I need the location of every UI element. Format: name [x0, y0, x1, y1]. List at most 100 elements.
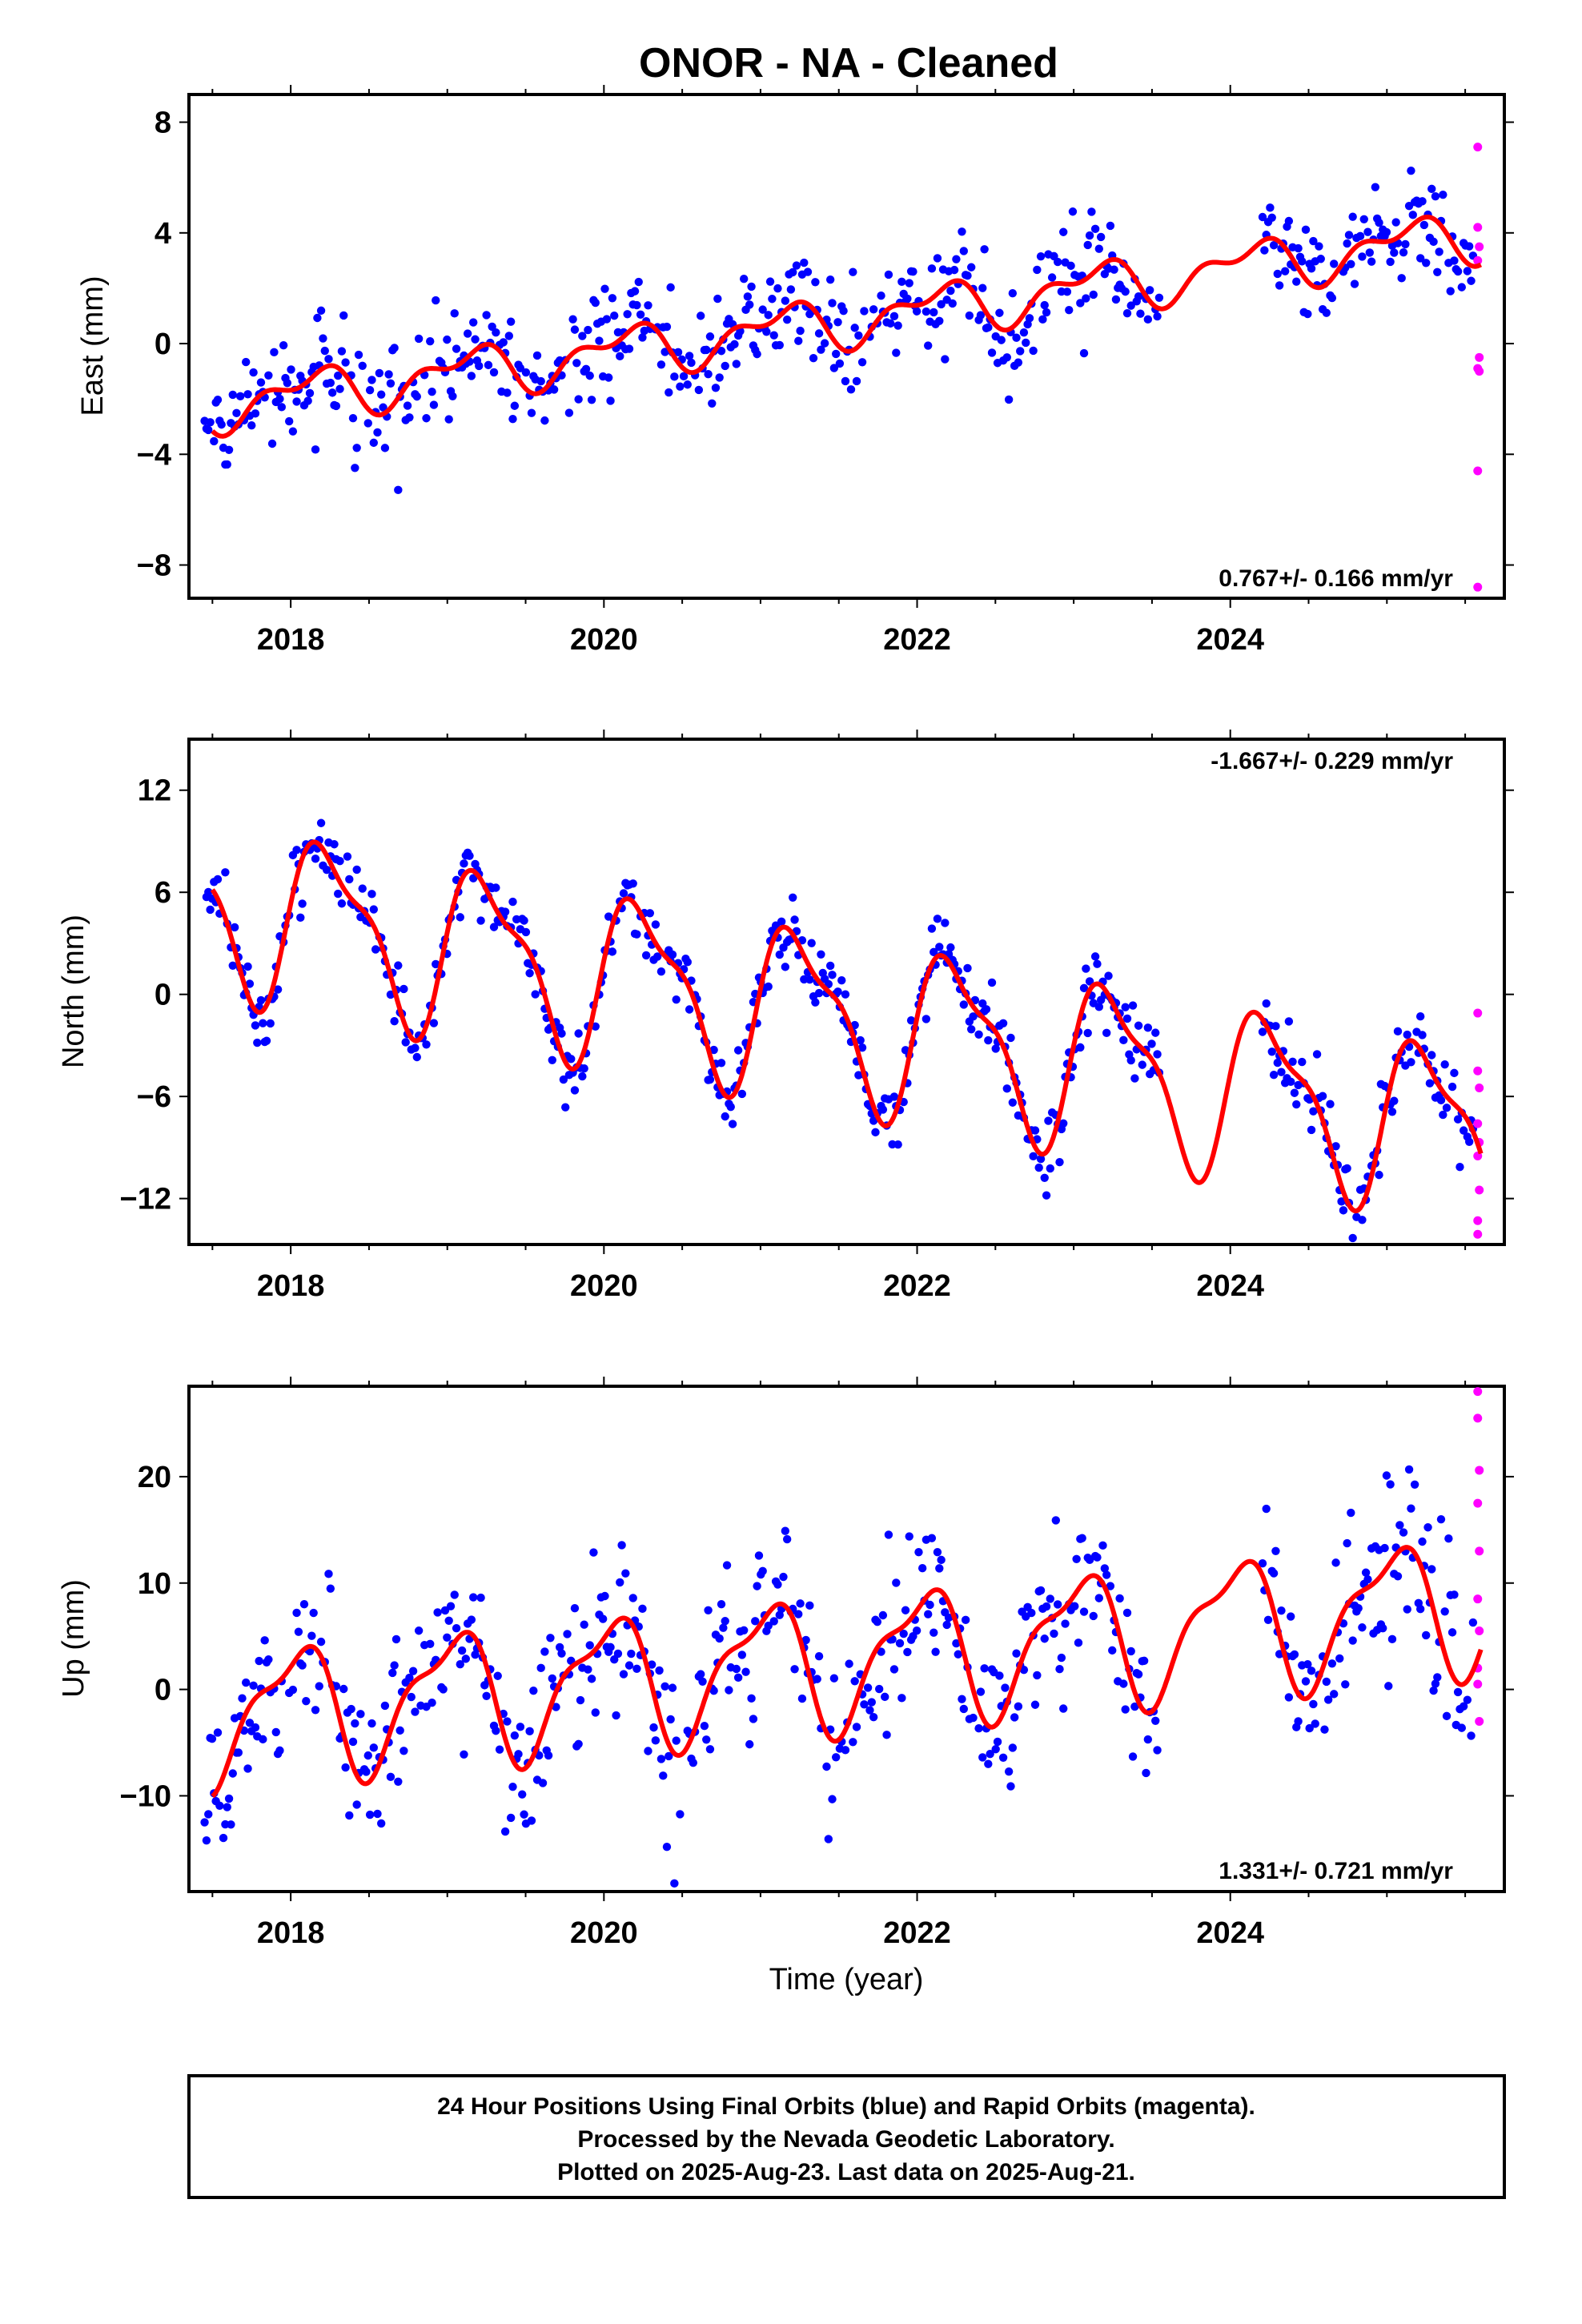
east-final-point	[536, 376, 545, 386]
east-final-point	[1085, 231, 1094, 240]
east-final-point	[443, 335, 452, 344]
east-final-point	[367, 376, 376, 384]
east-final-point	[860, 307, 869, 316]
north-final-point	[889, 1092, 899, 1101]
up-final-point	[580, 1620, 588, 1629]
up-final-point	[1004, 1767, 1014, 1776]
up-final-point	[1407, 1504, 1415, 1513]
up-y-tick-label: 0	[155, 1674, 171, 1707]
east-final-point	[591, 298, 600, 308]
up-final-point	[444, 1616, 453, 1625]
east-final-point	[745, 300, 754, 309]
up-final-point	[476, 1593, 485, 1602]
up-final-point	[1307, 1667, 1316, 1675]
up-final-point	[1444, 1534, 1453, 1543]
north-y-axis-label: North (mm)	[57, 915, 90, 1068]
up-final-point	[411, 1707, 420, 1716]
up-final-point	[311, 1706, 320, 1715]
east-final-point	[1316, 255, 1325, 263]
up-final-point	[1126, 1647, 1135, 1656]
up-final-point	[1335, 1654, 1344, 1663]
east-final-point	[1053, 257, 1062, 267]
north-final-point	[262, 1036, 271, 1045]
east-final-point	[1457, 283, 1466, 292]
north-final-point	[1292, 1100, 1301, 1109]
east-final-point	[1363, 227, 1372, 236]
north-y-tick-label: −6	[137, 1080, 171, 1114]
up-rapid-point	[1475, 1546, 1484, 1556]
east-final-point	[247, 420, 256, 430]
north-final-point	[717, 1059, 726, 1068]
north-final-point	[1415, 1011, 1425, 1021]
up-final-point	[697, 1670, 705, 1679]
up-final-point	[251, 1723, 260, 1732]
east-final-point	[789, 267, 797, 277]
east-final-point	[228, 390, 237, 400]
north-final-point	[1348, 1233, 1357, 1243]
up-final-point	[942, 1620, 951, 1630]
east-final-point	[1047, 273, 1057, 282]
up-final-point	[1012, 1649, 1021, 1658]
up-final-point	[600, 1591, 609, 1601]
east-final-point	[782, 315, 792, 324]
east-final-point	[508, 415, 517, 424]
east-final-point	[334, 371, 343, 380]
east-final-point	[713, 294, 722, 304]
east-final-point	[833, 318, 842, 327]
north-final-point	[807, 939, 816, 947]
east-final-point	[869, 305, 878, 314]
north-final-point	[1307, 1125, 1316, 1135]
east-final-point	[1327, 293, 1337, 303]
up-final-point	[234, 1748, 243, 1757]
up-final-point	[1153, 1746, 1162, 1755]
north-final-point	[966, 1025, 976, 1034]
up-final-point	[450, 1590, 459, 1599]
east-final-point	[683, 380, 692, 389]
up-final-point	[243, 1764, 252, 1773]
up-final-point	[930, 1628, 938, 1637]
east-final-point	[1082, 294, 1090, 303]
up-final-point	[978, 1753, 987, 1762]
up-final-point	[881, 1692, 889, 1702]
east-final-point	[469, 318, 478, 327]
east-final-point	[739, 275, 749, 283]
up-final-point	[1098, 1541, 1107, 1550]
up-final-point	[1348, 1636, 1357, 1645]
up-final-point	[1403, 1605, 1411, 1614]
east-final-point	[503, 388, 512, 397]
up-final-point	[901, 1606, 910, 1614]
up-final-point	[831, 1753, 841, 1762]
east-final-point	[839, 306, 848, 316]
north-final-point	[1143, 1023, 1153, 1032]
up-x-tick-label: 2020	[570, 1916, 638, 1950]
east-final-point	[510, 401, 520, 410]
east-final-point	[662, 322, 672, 332]
east-final-point	[903, 294, 912, 304]
east-final-point	[365, 386, 375, 395]
up-final-point	[1395, 1521, 1404, 1530]
east-final-point	[1111, 295, 1121, 304]
east-final-point	[352, 444, 361, 452]
east-final-point	[1029, 346, 1038, 356]
east-final-point	[1267, 213, 1276, 222]
up-final-point	[309, 1608, 318, 1618]
east-final-point	[578, 332, 587, 340]
up-final-point	[852, 1723, 861, 1731]
north-final-point	[941, 919, 950, 927]
east-final-point	[1464, 242, 1474, 251]
east-final-point	[475, 361, 484, 371]
north-final-point	[253, 1038, 262, 1047]
east-final-point	[602, 315, 612, 324]
up-final-point	[867, 1698, 876, 1707]
east-final-point	[264, 371, 273, 380]
up-rapid-point	[1473, 1594, 1483, 1604]
north-final-point	[206, 905, 215, 915]
up-final-point	[1423, 1523, 1432, 1532]
east-final-point	[484, 360, 493, 370]
up-final-point	[849, 1738, 857, 1747]
north-final-point	[1318, 1092, 1327, 1100]
east-final-point	[363, 419, 372, 428]
east-final-point	[574, 395, 583, 404]
north-final-point	[570, 1086, 580, 1095]
east-final-point	[1401, 239, 1410, 249]
